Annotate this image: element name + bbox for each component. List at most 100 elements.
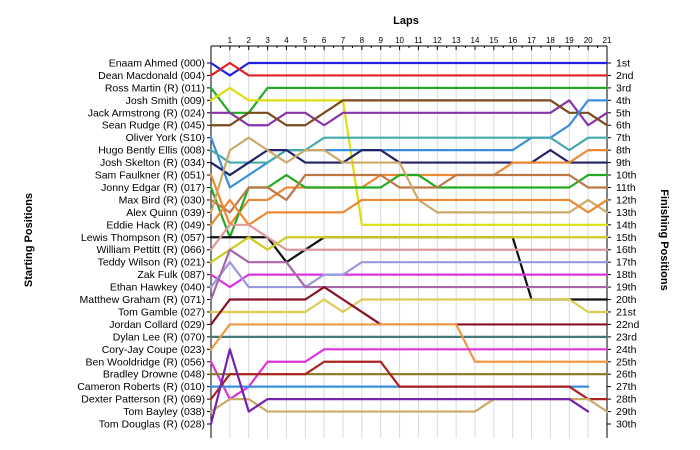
x-tick-label: 21 <box>603 36 612 45</box>
finishing-position-label: 5th <box>616 107 631 119</box>
x-tick-label: 3 <box>265 36 270 45</box>
series-line-21 <box>209 298 609 314</box>
finishing-position-label: 18th <box>616 269 637 281</box>
series-line-18 <box>209 273 609 289</box>
starting-position-label: Max Bird (R) (030) <box>119 194 205 206</box>
starting-position-label: Ross Martin (R) (011) <box>105 82 205 94</box>
x-tick-label: 14 <box>471 36 480 45</box>
x-tick-label: 19 <box>565 36 574 45</box>
starting-position-label: Lewis Thompson (R) (057) <box>81 232 205 244</box>
series-line-19 <box>209 261 609 289</box>
x-tick-label: 12 <box>433 36 442 45</box>
y-axis-title-right: Finishing Positions <box>658 189 670 290</box>
x-tick-label: 10 <box>395 36 404 45</box>
starting-position-label: Jordan Collard (029) <box>109 319 205 331</box>
starting-position-label: Dylan Lee (R) (070) <box>113 331 205 343</box>
series-line-12 <box>209 173 609 214</box>
starting-position-label: Dean Macdonald (004) <box>98 70 205 82</box>
starting-position-label: Hugo Bently Ellis (008) <box>98 145 205 157</box>
series-line-14 <box>209 198 609 226</box>
finishing-position-label: 12th <box>616 194 637 206</box>
series-line-11 <box>209 173 609 239</box>
finishing-position-label: 9th <box>616 157 631 169</box>
starting-position-label: Ethan Hawkey (040) <box>110 282 205 294</box>
series-lines <box>209 61 609 426</box>
starting-position-label: Cory-Jay Coupe (023) <box>102 344 205 356</box>
x-tick-label: 7 <box>341 36 346 45</box>
x-tick-label: 9 <box>378 36 383 45</box>
finishing-position-label: 7th <box>616 132 631 144</box>
finishing-position-label: 29th <box>616 406 637 418</box>
finishing-position-label: 26th <box>616 369 637 381</box>
position-labels: Enaam Ahmed (000)Dean Macdonald (004)Ros… <box>77 58 639 431</box>
finishing-position-label: 16th <box>616 244 637 256</box>
starting-position-label: Josh Smith (009) <box>126 95 205 107</box>
starting-position-label: Tom Gamble (027) <box>118 306 205 318</box>
series-line-30 <box>209 348 590 426</box>
starting-position-label: Josh Skelton (R) (034) <box>100 157 205 169</box>
series-line-28 <box>209 360 609 401</box>
starting-position-label: Matthew Graham (R) (071) <box>80 294 205 306</box>
x-tick-label: 2 <box>246 36 251 45</box>
series-line-6 <box>209 99 609 127</box>
starting-position-label: Tom Bayley (038) <box>123 406 205 418</box>
series-line-3 <box>209 86 609 114</box>
series-line-22 <box>209 285 609 326</box>
y-axis-title-left: Starting Positions <box>23 193 35 287</box>
finishing-position-label: 27th <box>616 381 637 393</box>
finishing-position-label: 11th <box>616 182 636 194</box>
starting-position-label: Zak Fulk (087) <box>137 269 205 281</box>
finishing-position-label: 13th <box>616 207 637 219</box>
x-tick-label: 16 <box>508 36 517 45</box>
x-tick-label: 4 <box>284 36 289 45</box>
series-line-17 <box>209 236 609 264</box>
axes: 1 2 3 4 5 6 7 8 9 10 11 12 13 14 15 16 17 18 19 20 21 <box>207 36 612 438</box>
series-line-4 <box>209 86 609 226</box>
starting-position-label: Oliver York (S10) <box>126 132 205 144</box>
starting-position-label: Eddie Hack (R) (049) <box>106 219 205 231</box>
finishing-position-label: 14th <box>616 219 637 231</box>
x-tick-label: 8 <box>360 36 365 45</box>
finishing-position-label: 6th <box>616 120 631 132</box>
finishing-position-label: 3rd <box>616 82 631 94</box>
starting-position-label: William Pettitt (R) (066) <box>96 244 205 256</box>
x-tick-label: 5 <box>303 36 308 45</box>
series-line-5 <box>209 99 609 127</box>
starting-position-label: Sean Rudge (R) (045) <box>102 120 205 132</box>
x-tick-label: 11 <box>414 36 423 45</box>
finishing-position-label: 21st <box>616 306 636 318</box>
starting-position-label: Teddy Wilson (R) (021) <box>98 257 205 269</box>
starting-position-label: Dexter Patterson (R) (069) <box>81 394 205 406</box>
starting-position-label: Jonny Edgar (R) (017) <box>101 182 205 194</box>
finishing-position-label: 8th <box>616 145 631 157</box>
x-tick-label: 17 <box>527 36 536 45</box>
finishing-position-label: 2nd <box>616 70 634 82</box>
series-line-29 <box>209 398 609 413</box>
x-tick-label: 6 <box>322 36 327 45</box>
finishing-position-label: 4th <box>616 95 631 107</box>
finishing-position-label: 25th <box>616 356 637 368</box>
x-axis-title: Laps <box>393 15 419 27</box>
finishing-position-label: 22nd <box>616 319 640 331</box>
starting-position-label: Cameron Roberts (R) (010) <box>77 381 205 393</box>
starting-position-label: Tom Douglas (R) (028) <box>99 419 205 431</box>
series-line-1 <box>209 61 609 77</box>
x-tick-label: 1 <box>228 36 233 45</box>
starting-position-label: Ben Wooldridge (R) (056) <box>86 356 205 368</box>
starting-position-label: Alex Quinn (039) <box>126 207 205 219</box>
starting-position-label: Bradley Drowne (048) <box>103 369 205 381</box>
x-tick-label: 13 <box>452 36 461 45</box>
x-tick-label: 18 <box>546 36 555 45</box>
finishing-position-label: 23rd <box>616 331 637 343</box>
finishing-position-label: 24th <box>616 344 637 356</box>
series-line-20 <box>209 248 609 301</box>
starting-position-label: Jack Armstrong (R) (024) <box>88 107 205 119</box>
finishing-position-label: 17th <box>616 257 637 269</box>
starting-position-label: Sam Faulkner (R) (051) <box>95 170 205 182</box>
finishing-position-label: 28th <box>616 394 637 406</box>
series-line-25 <box>209 348 609 401</box>
series-line-24 <box>209 323 609 363</box>
series-line-9 <box>209 149 609 177</box>
finishing-position-label: 30th <box>616 419 637 431</box>
